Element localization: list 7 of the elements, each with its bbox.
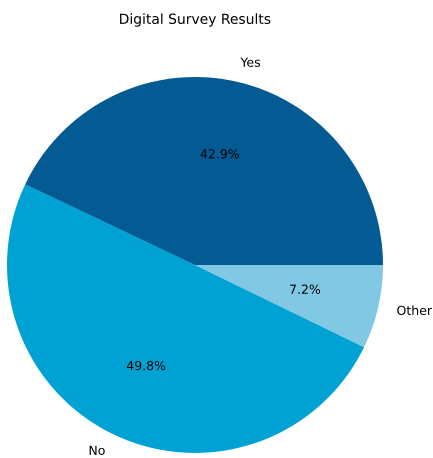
data-label: 49.8% bbox=[126, 360, 166, 370]
chart-title: Digital Survey Results bbox=[120, 13, 270, 27]
slice-label: No bbox=[90, 446, 105, 456]
slice-label: Yes bbox=[240, 58, 260, 67]
data-label: 7.2% bbox=[290, 284, 320, 294]
slice-label: Other bbox=[397, 305, 432, 316]
data-label: 42.9% bbox=[200, 149, 239, 159]
